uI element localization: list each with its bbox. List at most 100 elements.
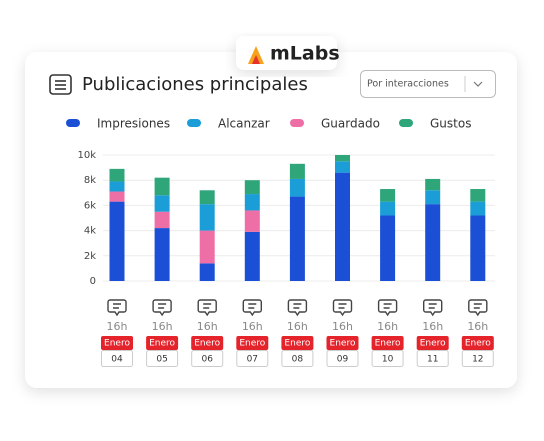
time-label: 16h xyxy=(422,320,443,333)
date-month-bg xyxy=(146,336,179,350)
legend-label: Impresiones xyxy=(97,117,170,131)
comment-icon xyxy=(197,299,217,317)
comment-icon xyxy=(423,299,443,317)
date-month: Enero xyxy=(330,339,356,349)
date-day-bg xyxy=(281,350,314,367)
date-day-bg xyxy=(101,350,133,367)
bar-segment xyxy=(199,204,215,231)
time-label: 16h xyxy=(152,320,173,333)
bar-segment xyxy=(289,196,305,281)
y-tick-label: 10k xyxy=(77,150,96,161)
date-month: Enero xyxy=(194,339,220,349)
bar-segment xyxy=(335,172,350,281)
dropdown-arrow xyxy=(473,81,483,87)
y-tick-label: 8k xyxy=(84,175,96,186)
y-tick-label: 0 xyxy=(90,276,96,287)
comment-icon xyxy=(377,299,398,317)
y-tick-label: 6k xyxy=(84,200,96,211)
date-month: Enero xyxy=(465,339,491,349)
bar-segment xyxy=(470,201,486,216)
comment-icon xyxy=(468,299,488,317)
bar-segment xyxy=(109,201,125,281)
date-month-bg xyxy=(371,336,404,350)
bar-segment xyxy=(199,190,215,205)
bar-segment xyxy=(154,228,170,281)
title-icon xyxy=(49,74,72,95)
date-day-bg xyxy=(326,350,359,367)
date-month-bg xyxy=(326,336,359,350)
date-month: Enero xyxy=(149,339,175,349)
bar-segment xyxy=(199,263,215,281)
legend-swatch xyxy=(66,119,80,127)
date-day-bg xyxy=(416,350,449,367)
time-label: 16h xyxy=(377,320,398,333)
bar-segment xyxy=(289,163,305,179)
time-label: 16h xyxy=(197,320,218,333)
date-day: 10 xyxy=(382,355,394,365)
bar-segment xyxy=(289,178,305,197)
bar-segment xyxy=(335,161,350,173)
brand: mLabs xyxy=(270,43,340,65)
comment-icon xyxy=(107,299,127,317)
date-month: Enero xyxy=(284,339,310,349)
date-day: 07 xyxy=(247,355,258,365)
date-month-bg xyxy=(236,336,269,350)
date-month-bg xyxy=(281,336,314,350)
bar-segment xyxy=(154,195,170,212)
bar-segment xyxy=(244,231,260,281)
date-day-bg xyxy=(461,350,494,367)
date-month-bg xyxy=(461,336,494,350)
bar-segment xyxy=(154,177,170,196)
legend-swatch xyxy=(187,119,201,127)
logo-icon-inner xyxy=(252,55,260,64)
card xyxy=(25,52,517,388)
comment-icon xyxy=(287,299,308,317)
date-day-bg xyxy=(371,350,404,367)
y-tick-label: 2k xyxy=(84,251,96,262)
legend-swatch xyxy=(290,119,304,127)
y-tick-label: 4k xyxy=(84,226,96,237)
legend-label: Alcanzar xyxy=(218,117,270,131)
bar-segment xyxy=(470,215,486,281)
bar-segment xyxy=(244,210,260,232)
dropdown-label: Por interacciones xyxy=(367,79,449,90)
bar-segment xyxy=(109,191,125,202)
time-label: 16h xyxy=(332,320,353,333)
bar-segment xyxy=(425,190,441,205)
bar-segment xyxy=(244,194,260,211)
legend-swatch xyxy=(399,119,413,127)
time-label: 16h xyxy=(107,320,128,333)
date-month-bg xyxy=(191,336,224,350)
bar-segment xyxy=(380,189,396,202)
legend-label: Gustos xyxy=(430,117,471,131)
date-day: 11 xyxy=(427,355,438,365)
time-label: 16h xyxy=(242,320,263,333)
date-month-bg xyxy=(416,336,449,350)
date-month-bg xyxy=(101,336,133,350)
bar-segment xyxy=(244,180,260,195)
bar-segment xyxy=(425,204,441,281)
dropdown[interactable] xyxy=(360,70,496,98)
chart-title: Publicaciones principales xyxy=(82,74,308,95)
date-day: 08 xyxy=(292,355,304,365)
date-month: Enero xyxy=(375,339,401,349)
legend-label: Guardado xyxy=(321,117,380,131)
date-month: Enero xyxy=(239,339,265,349)
bar-segment xyxy=(109,181,125,192)
date-day: 04 xyxy=(111,355,123,365)
date-day: 12 xyxy=(472,355,483,365)
date-month: Enero xyxy=(104,339,130,349)
date-month: Enero xyxy=(420,339,446,349)
bar-segment xyxy=(199,230,215,264)
comment-icon xyxy=(242,299,262,317)
bar-segment xyxy=(154,211,170,229)
date-day-bg xyxy=(191,350,224,367)
bar-segment xyxy=(335,155,350,162)
date-day: 05 xyxy=(156,355,167,365)
bar-segment xyxy=(470,189,486,202)
comment-icon xyxy=(332,299,353,317)
date-day: 09 xyxy=(337,355,349,365)
bar-segment xyxy=(380,215,396,281)
date-day-bg xyxy=(236,350,269,367)
